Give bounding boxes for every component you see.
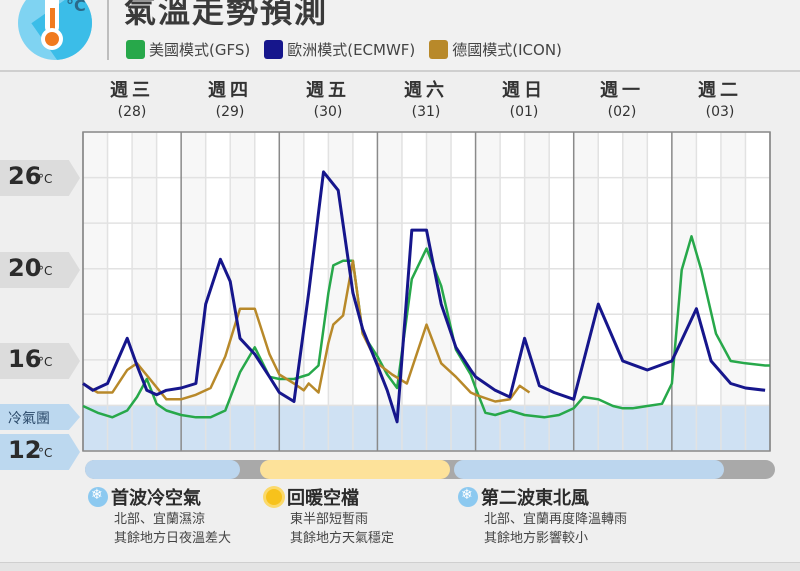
legend-swatch-ecmwf bbox=[264, 40, 284, 59]
header-divider bbox=[107, 0, 109, 60]
day-label: 週六 (31) bbox=[404, 80, 448, 120]
sun-icon bbox=[266, 489, 282, 505]
legend-item-gfs: 美國模式(GFS) bbox=[126, 39, 250, 60]
y-tick-12: 12 °C bbox=[0, 434, 80, 470]
legend-label: 德國模式(ICON) bbox=[452, 41, 562, 59]
thermometer-celsius-icon: °C bbox=[18, 0, 92, 60]
legend-item-icon: 德國模式(ICON) bbox=[429, 39, 562, 60]
period-note-2: 回暖空檔 東半部短暫雨 其餘地方天氣穩定 bbox=[264, 484, 394, 548]
snowflake-icon bbox=[88, 487, 108, 507]
header: °C 氣溫走勢預測 美國模式(GFS) 歐洲模式(ECMWF) 德國模式(ICO… bbox=[0, 0, 800, 72]
day-label: 週五 (30) bbox=[306, 80, 350, 120]
legend-swatch-icon bbox=[429, 40, 449, 59]
day-label: 週二 (03) bbox=[698, 80, 742, 120]
page-title: 氣溫走勢預測 bbox=[124, 0, 329, 30]
legend-item-ecmwf: 歐洲模式(ECMWF) bbox=[264, 39, 415, 60]
legend-swatch-gfs bbox=[126, 40, 145, 59]
period-note-1: 首波冷空氣 北部、宜蘭濕涼 其餘地方日夜溫差大 bbox=[88, 484, 231, 548]
day-axis: 週三 (28) 週四 (29) 週五 (30) 週六 (31) 週日 (01) 週一 (02… bbox=[83, 80, 770, 128]
chart-legend: 美國模式(GFS) 歐洲模式(ECMWF) 德國模式(ICON) bbox=[126, 39, 562, 60]
snowflake-icon bbox=[458, 487, 478, 507]
day-label: 週四 (29) bbox=[208, 80, 252, 120]
period-bar-cold-1 bbox=[85, 460, 240, 479]
y-tick-16: 16 °C bbox=[0, 343, 80, 379]
y-tick-20: 20 °C bbox=[0, 252, 80, 288]
period-bar-cold-2 bbox=[454, 460, 724, 479]
day-label: 週日 (01) bbox=[502, 80, 546, 120]
legend-label: 美國模式(GFS) bbox=[149, 41, 251, 59]
series-line-0 bbox=[82, 235, 770, 419]
legend-label: 歐洲模式(ECMWF) bbox=[287, 41, 416, 59]
y-tick-26: 26 °C bbox=[0, 160, 80, 196]
day-label: 週一 (02) bbox=[600, 80, 644, 120]
period-note-3: 第二波東北風 北部、宜蘭再度降溫轉雨 其餘地方影響較小 bbox=[458, 484, 627, 548]
series-line-2 bbox=[82, 259, 531, 403]
period-bar-warm bbox=[260, 460, 450, 479]
series-line-1 bbox=[82, 170, 766, 424]
footer-strip bbox=[0, 562, 800, 571]
cold-zone-label: 冷氣團 bbox=[0, 404, 80, 430]
day-label: 週三 (28) bbox=[110, 80, 154, 120]
